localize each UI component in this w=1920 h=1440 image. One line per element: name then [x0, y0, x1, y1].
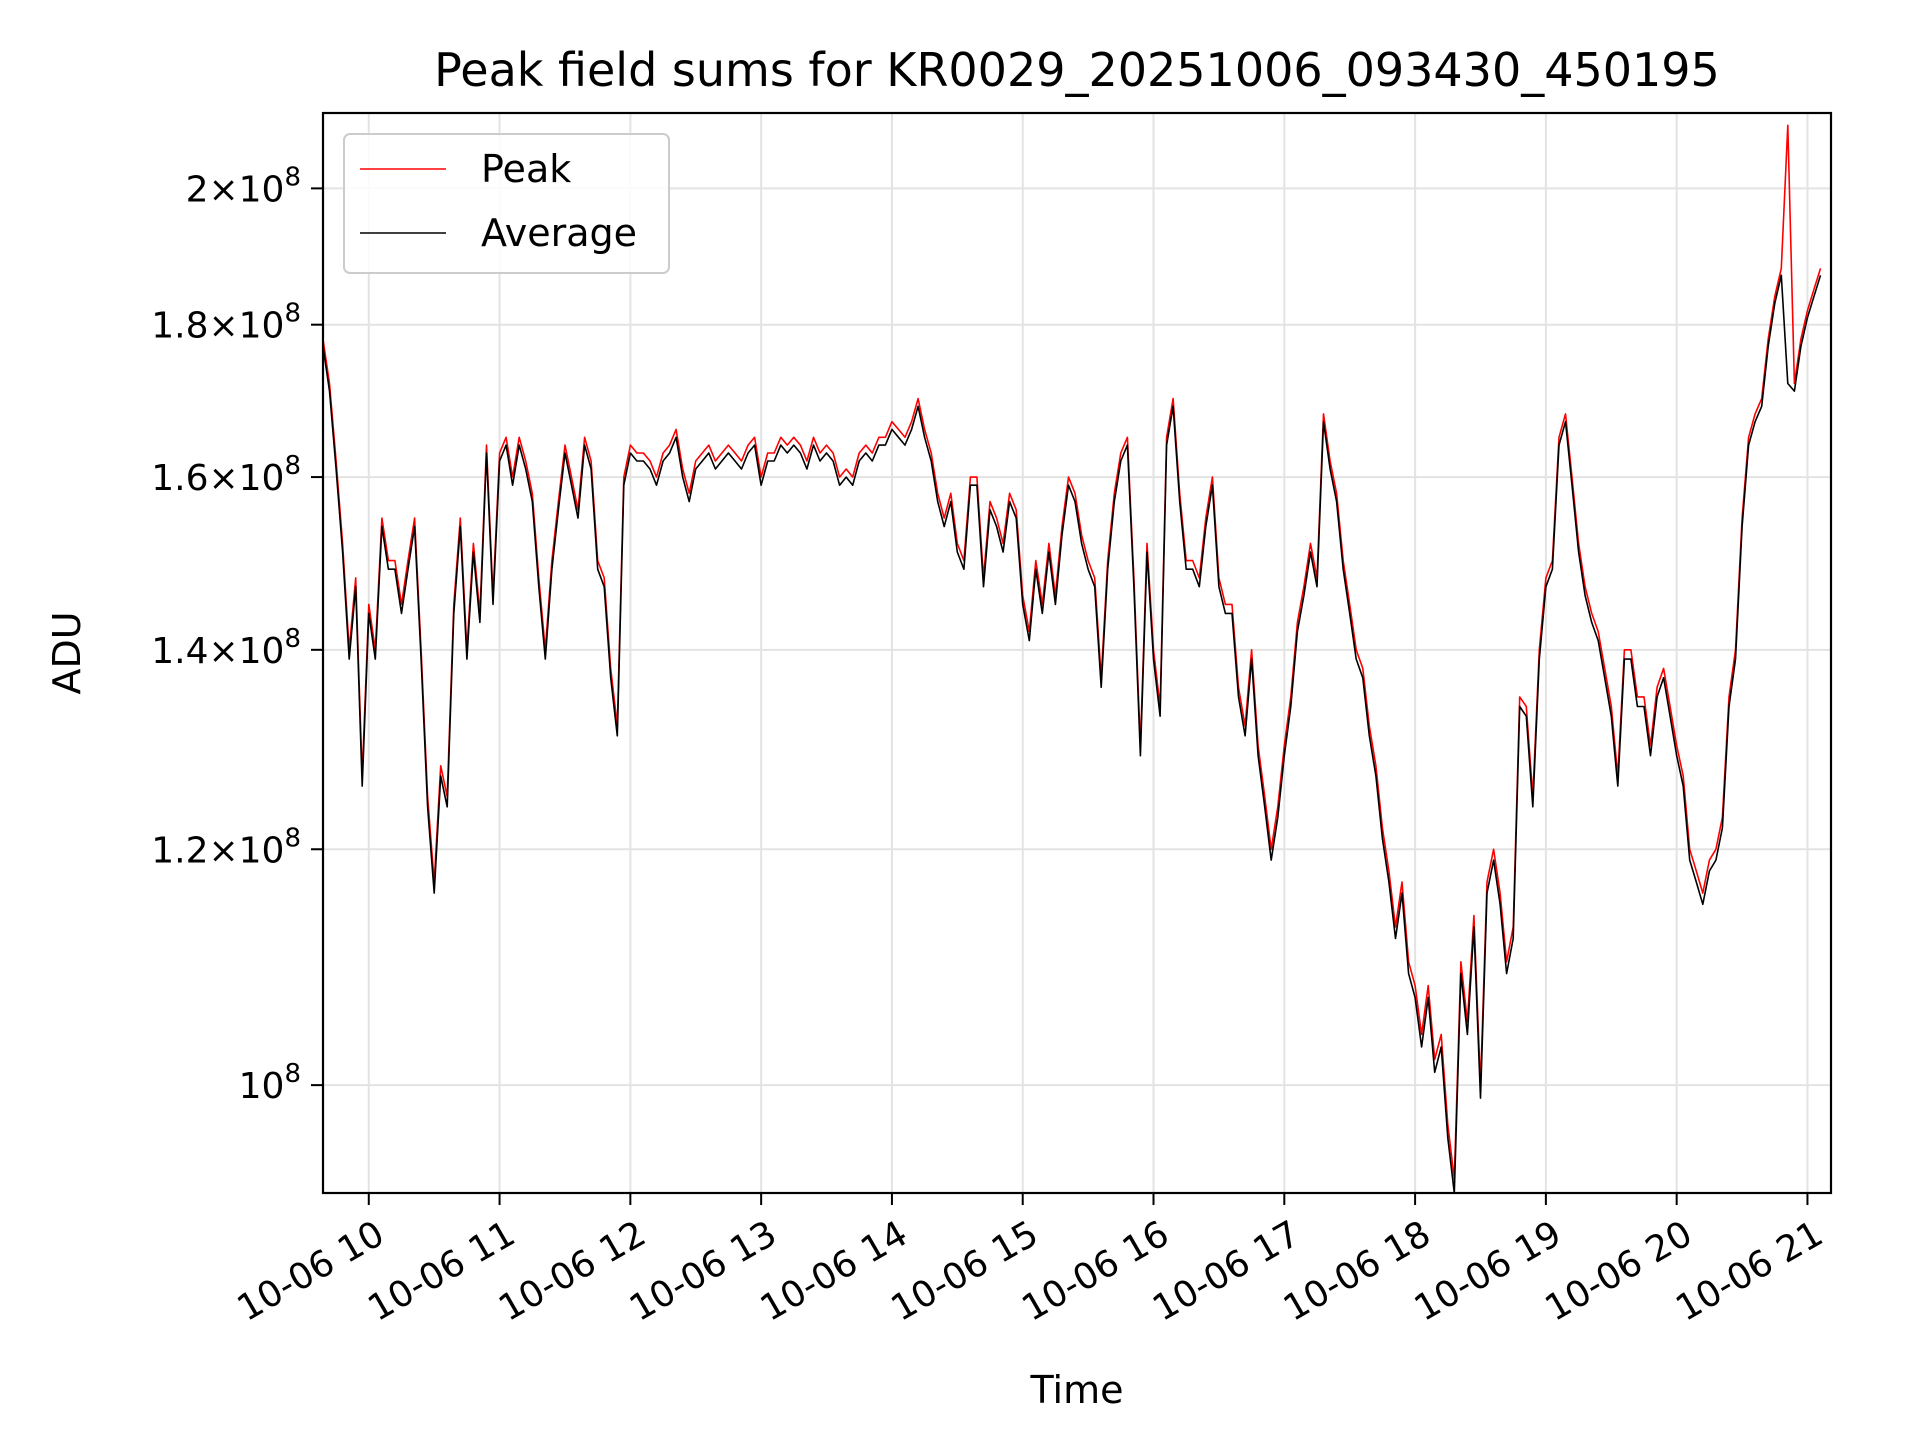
plot-frame: [321, 111, 1833, 1195]
x-axis-label: Time: [1030, 1368, 1124, 1412]
series-line-peak: [322, 124, 1822, 1180]
y-tick-label: 2×108: [186, 162, 301, 210]
chart-title: Peak field sums for KR0029_20251006_0934…: [434, 43, 1720, 97]
y-tick-label: 1.6×108: [151, 451, 301, 499]
y-tick-label: 108: [239, 1059, 301, 1107]
legend-average-label: Average: [481, 211, 637, 255]
y-tick-label: 1.8×108: [151, 299, 301, 347]
legend-peak-label: Peak: [481, 147, 571, 191]
y-axis-label: ADU: [45, 611, 89, 694]
series-layer: [322, 124, 1822, 1194]
y-axis-ticks: 108 1.2×108 1.4×108 1.6×108 1.8×108 2×108: [151, 162, 323, 1107]
y-tick-label: 1.2×108: [151, 823, 301, 871]
series-line-average: [322, 274, 1822, 1194]
y-tick-label: 1.4×108: [151, 624, 301, 672]
grid-lines: [323, 113, 1831, 1193]
legend: Peak Average: [343, 133, 670, 274]
